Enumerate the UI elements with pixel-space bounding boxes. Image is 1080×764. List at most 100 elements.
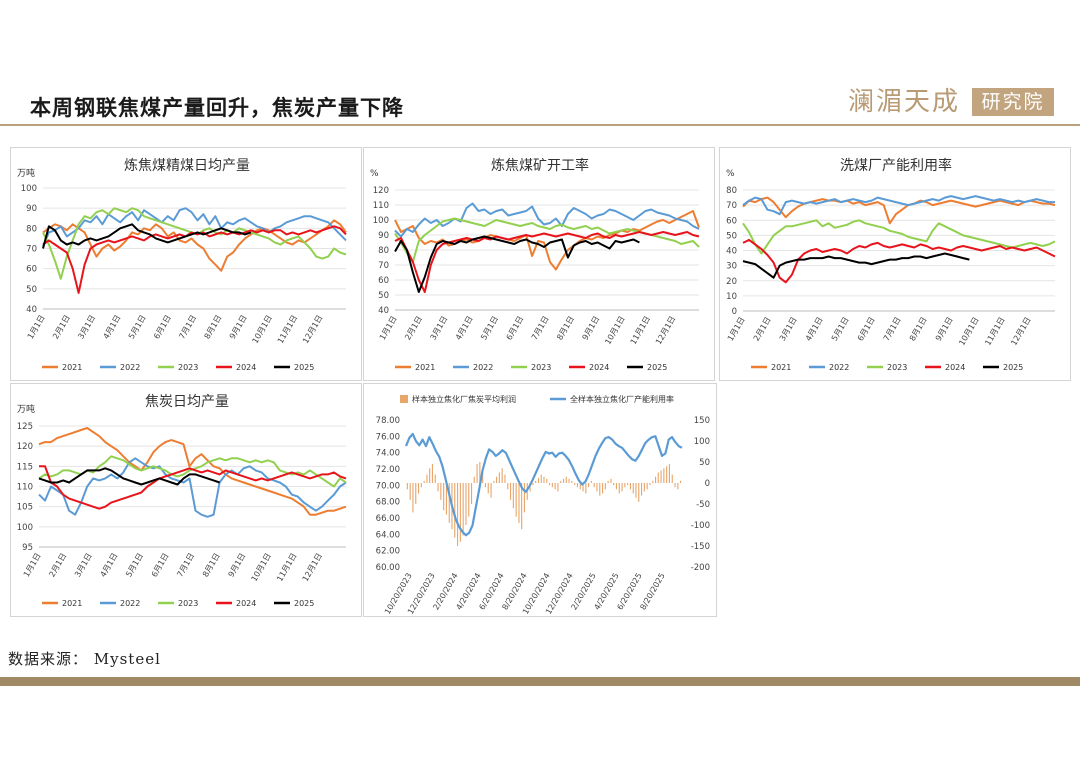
series-line-2025: [42, 223, 252, 249]
x-tick-label: 6月1日: [152, 314, 173, 341]
y-tick-label: 50: [378, 291, 389, 301]
profit-bar: [680, 480, 682, 483]
series-line-2023: [742, 219, 1056, 255]
profit-bar: [462, 483, 464, 536]
profit-bar: [557, 483, 559, 492]
profit-bar: [582, 483, 584, 492]
y-left-tick-label: 74.00: [376, 449, 400, 459]
chart-title: 炼焦煤矿开工率: [491, 157, 589, 174]
legend-label-2024: 2024: [236, 363, 256, 372]
x-tick-label: 7月1日: [882, 316, 903, 343]
x-tick-label: 7月1日: [175, 552, 196, 579]
series-line-2024: [42, 225, 347, 294]
profit-bar: [560, 480, 562, 483]
profit-bar: [418, 483, 420, 494]
profit-bar: [426, 474, 428, 483]
profit-bar: [471, 483, 473, 504]
x-tick-label: 1月1日: [726, 316, 747, 343]
profit-bar: [621, 483, 623, 492]
series-line-2021: [42, 219, 347, 272]
y-tick-label: 30: [726, 262, 737, 272]
x-tick-label: 2月1日: [51, 314, 72, 341]
legend-label-2025: 2025: [294, 599, 314, 608]
profit-bar: [649, 483, 651, 486]
profit-bar: [571, 480, 573, 483]
legend-label-2021: 2021: [771, 363, 791, 372]
x-tick-label: 6月1日: [505, 315, 526, 342]
legend-label-2021: 2021: [62, 599, 82, 608]
profit-bar: [498, 472, 500, 483]
x-tick-label: 11月1日: [275, 552, 298, 584]
chart-panel-coke-daily-output: 焦炭日均产量 万吨 95 100 105 110 115 120 125 1月1日 2月1日 3月1日…: [10, 383, 362, 617]
unit-label: 万吨: [17, 167, 35, 179]
y-tick-label: 115: [17, 462, 33, 472]
legend-swatch-profit: [400, 395, 408, 403]
y-left-tick-label: 76.00: [376, 432, 400, 442]
y-tick-label: 110: [17, 483, 33, 493]
x-tick-label: 11月1日: [276, 314, 299, 346]
x-tick-label: 4月1日: [454, 315, 475, 342]
profit-bar: [632, 483, 634, 494]
x-tick-label: 1月1日: [26, 314, 47, 341]
legend-label-profit: 样本独立焦化厂焦炭平均利润: [412, 394, 516, 404]
x-tick-label: 3月1日: [76, 314, 97, 341]
footer-bar: [0, 677, 1080, 686]
y-tick-label: 95: [22, 543, 33, 553]
profit-bar: [593, 483, 595, 488]
x-tick-label: 12月1日: [301, 552, 324, 584]
profit-bar: [523, 483, 526, 513]
y-tick-label: 120: [17, 442, 33, 452]
profit-bar: [465, 483, 467, 525]
y-left-tick-label: 62.00: [376, 547, 400, 557]
legend-label-2024: 2024: [589, 363, 609, 372]
series-line-2025: [38, 467, 220, 486]
y-tick-label: 60: [378, 276, 389, 286]
y-tick-label: 80: [726, 186, 737, 196]
y-tick-label: 20: [726, 277, 737, 287]
profit-bar: [674, 483, 676, 488]
profit-bar: [507, 483, 509, 490]
legend-label-2023: 2023: [531, 363, 551, 372]
profit-bar: [468, 483, 470, 517]
legend-label-2022: 2022: [473, 363, 493, 372]
y-left-tick-label: 68.00: [376, 498, 400, 508]
x-tick-label: 3月1日: [429, 315, 450, 342]
brand-name: 澜湄天成: [848, 87, 961, 117]
profit-bar: [590, 480, 592, 483]
legend-label-2023: 2023: [887, 363, 907, 372]
profit-bar: [666, 466, 668, 483]
y-left-tick-label: 66.00: [376, 514, 400, 524]
y-tick-label: 100: [373, 216, 389, 226]
y-tick-label: 90: [26, 204, 37, 214]
x-tick-label: 11月1日: [629, 315, 652, 347]
profit-bar: [641, 483, 643, 496]
legend-label-2021: 2021: [415, 363, 435, 372]
legend-label-2023: 2023: [178, 363, 198, 372]
series-line-2024: [742, 238, 1056, 284]
profit-bar: [420, 483, 422, 488]
profit-bar: [537, 478, 540, 483]
legend-label-2022: 2022: [829, 363, 849, 372]
legend-label-2023: 2023: [178, 599, 198, 608]
x-tick-label: 7月1日: [177, 314, 198, 341]
chart-title: 焦炭日均产量: [145, 394, 229, 410]
y-tick-label: 105: [17, 503, 33, 513]
x-tick-label: 8月1日: [908, 316, 929, 343]
utilization-line: [404, 432, 683, 537]
x-tick-label: 7月1日: [530, 315, 551, 342]
y-tick-label: 40: [726, 247, 737, 257]
unit-label: 万吨: [17, 403, 35, 415]
profit-bar: [655, 476, 657, 483]
y-tick-label: 100: [17, 523, 33, 533]
y-tick-label: 125: [17, 422, 33, 432]
profit-bar: [487, 483, 489, 494]
profit-bar: [437, 483, 439, 492]
x-tick-label: 5月1日: [830, 316, 851, 343]
unit-label: %: [370, 169, 379, 179]
washing-plant-utilization-chart: 洗煤厂产能利用率% 0 10 20 30 40 50 60 70 80 1月1日 2月1日 3月1日 4月…: [726, 157, 1056, 372]
x-tick-label: 10月1日: [603, 315, 626, 347]
brand-box: 研究院: [972, 88, 1054, 116]
x-tick-label: 2月1日: [47, 552, 68, 579]
legend-label-utilization: 全样本独立焦化厂产能利用率: [570, 394, 674, 404]
x-tick-label: 4月1日: [99, 552, 120, 579]
